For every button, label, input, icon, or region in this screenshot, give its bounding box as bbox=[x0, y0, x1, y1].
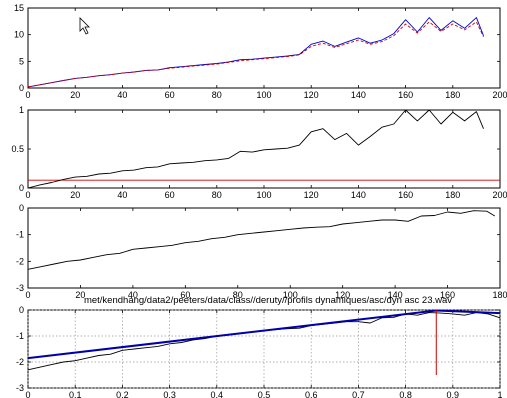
y-tick-label: -1 bbox=[16, 331, 24, 341]
x-tick-label: 120 bbox=[304, 190, 319, 200]
series-line bbox=[27, 210, 496, 270]
x-tick-label: 0.3 bbox=[163, 390, 176, 398]
x-tick-label: 0.5 bbox=[258, 390, 271, 398]
y-tick-label: 0 bbox=[19, 183, 24, 193]
y-tick-label: 15 bbox=[14, 3, 24, 13]
x-tick-label: 0.9 bbox=[447, 390, 460, 398]
y-tick-label: 0 bbox=[19, 305, 24, 315]
y-tick-label: 5 bbox=[19, 56, 24, 66]
x-tick-label: 0 bbox=[25, 290, 30, 300]
x-tick-label: 0 bbox=[25, 390, 30, 398]
x-tick-label: 80 bbox=[233, 290, 243, 300]
x-tick-label: 0 bbox=[25, 90, 30, 100]
x-tick-label: 100 bbox=[256, 190, 271, 200]
x-tick-label: 80 bbox=[212, 190, 222, 200]
x-tick-label: 180 bbox=[445, 190, 460, 200]
x-tick-label: 120 bbox=[304, 90, 319, 100]
axes-frame bbox=[27, 207, 501, 289]
x-tick-label: 200 bbox=[492, 190, 507, 200]
x-tick-label: 100 bbox=[256, 90, 271, 100]
subplot-4: 0 0.1 0.2 0.3 0.4 0.5 0.6 0.7 0.8 0.9 1 -3 -2 -1 0 bbox=[16, 305, 503, 398]
y-tick-label: -1 bbox=[16, 230, 24, 240]
x-tick-label: 140 bbox=[351, 90, 366, 100]
y-tick-label: -2 bbox=[16, 357, 24, 367]
x-tick-label: 20 bbox=[70, 90, 80, 100]
y-tick-label: 0 bbox=[19, 83, 24, 93]
x-tick-label: 20 bbox=[70, 190, 80, 200]
x-tick-label: 140 bbox=[351, 190, 366, 200]
x-tick-label: 180 bbox=[492, 290, 507, 300]
series-line bbox=[27, 109, 484, 189]
series-line bbox=[27, 21, 484, 88]
x-tick-label: 0 bbox=[25, 190, 30, 200]
x-tick-label: 160 bbox=[398, 90, 413, 100]
y-tick-label: -3 bbox=[16, 383, 24, 393]
subplot-3: 0 20 40 60 80 100 120 140 160 180 -3 -2 -1 0 bbox=[16, 203, 507, 300]
y-tick-label: 1 bbox=[19, 105, 24, 115]
x-tick-label: 0.6 bbox=[305, 390, 318, 398]
x-tick-label: 0.8 bbox=[399, 390, 412, 398]
x-tick-label: 0.4 bbox=[211, 390, 224, 398]
x-tick-label: 0.1 bbox=[69, 390, 82, 398]
x-tick-label: 160 bbox=[398, 190, 413, 200]
y-tick-label: -3 bbox=[16, 283, 24, 293]
y-tick-label: 10 bbox=[14, 30, 24, 40]
x-tick-label: 60 bbox=[165, 190, 175, 200]
x-tick-label: 80 bbox=[212, 90, 222, 100]
mouse-pointer-icon bbox=[79, 17, 90, 35]
x-tick-label: 20 bbox=[75, 290, 85, 300]
x-tick-label: 60 bbox=[180, 290, 190, 300]
x-tick-label: 40 bbox=[117, 90, 127, 100]
axes-frame bbox=[27, 109, 501, 189]
x-tick-label: 180 bbox=[445, 90, 460, 100]
x-tick-label: 60 bbox=[165, 90, 175, 100]
x-tick-label: 0.2 bbox=[116, 390, 129, 398]
x-tick-label: 1 bbox=[497, 390, 502, 398]
y-tick-label: 0 bbox=[19, 203, 24, 213]
x-tick-label: 40 bbox=[128, 290, 138, 300]
x-tick-label: 140 bbox=[388, 290, 403, 300]
subplot-1: 0 20 40 60 80 100 120 140 160 180 200 0 5 10 15 bbox=[14, 3, 507, 100]
figure-title: met/kendhang/data2/peeters/data/class//d… bbox=[84, 295, 452, 306]
y-tick-label: 0.5 bbox=[11, 144, 24, 154]
y-tick-label: -2 bbox=[16, 256, 24, 266]
x-tick-label: 100 bbox=[283, 290, 298, 300]
x-tick-label: 120 bbox=[335, 290, 350, 300]
subplot-2: 0 20 40 60 80 100 120 140 160 180 200 0 0.5 1 bbox=[11, 105, 507, 200]
x-tick-label: 0.7 bbox=[352, 390, 365, 398]
x-tick-label: 200 bbox=[492, 90, 507, 100]
x-tick-label: 160 bbox=[440, 290, 455, 300]
x-tick-label: 40 bbox=[117, 190, 127, 200]
